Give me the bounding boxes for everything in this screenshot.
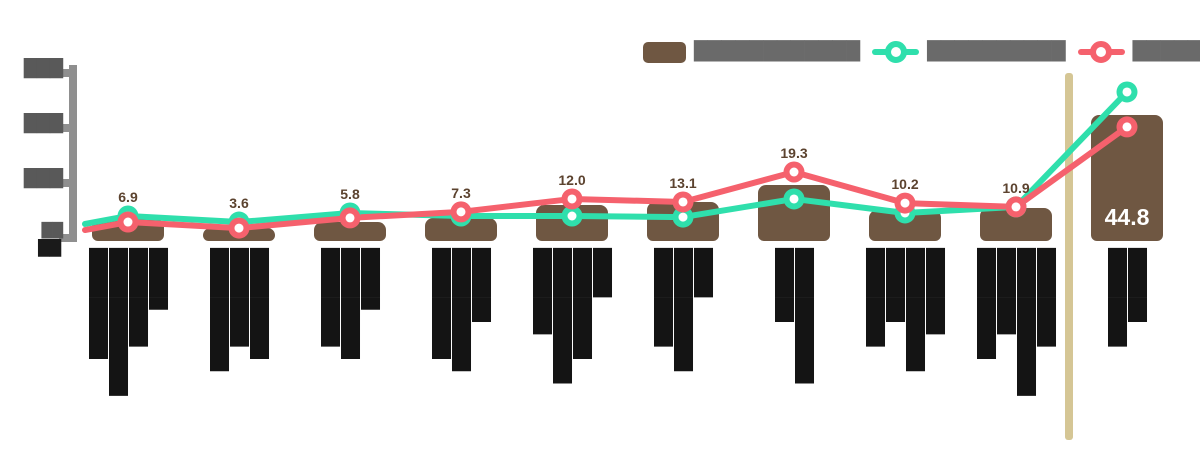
x-axis-label-line: █████████ xyxy=(341,248,360,359)
red-series-marker[interactable] xyxy=(228,217,250,239)
bar-series-swatch xyxy=(643,41,686,63)
y-axis-tick-label: ███ xyxy=(23,169,63,189)
y-axis-tick xyxy=(59,69,69,77)
y-axis-tick-label: ███ xyxy=(23,114,63,134)
green-series-marker[interactable] xyxy=(783,188,805,210)
legend-label-bars: ████████████ xyxy=(694,41,861,62)
x-axis-label-line: ████ xyxy=(694,248,713,298)
x-axis-category-label: ███████████████████████████████ xyxy=(512,248,632,383)
red-series-marker[interactable] xyxy=(561,188,583,210)
x-axis-label-line: ███████ xyxy=(926,248,945,335)
x-axis-label-line: ████████████ xyxy=(1017,248,1036,396)
x-axis-label-line: ██████████ xyxy=(906,248,925,372)
x-axis-label-line: ██████████ xyxy=(210,248,229,372)
x-axis-label-line: █████ xyxy=(361,248,380,310)
y-axis-tick-label: ███ xyxy=(23,59,63,79)
y-axis-line xyxy=(69,65,77,242)
x-axis-label-line: ████ xyxy=(593,248,612,298)
bar-value-label: 5.8 xyxy=(340,185,360,202)
axis-footnote-redacted: ██ xyxy=(38,239,62,257)
legend-item-green-line[interactable]: ██████████ xyxy=(872,41,1066,63)
x-axis-category-label: ██████████ ████████ █████████ xyxy=(179,248,299,371)
x-axis-category-label: ███████████████████████████████ xyxy=(845,248,965,371)
x-axis-label-line: ██████ xyxy=(1128,248,1147,322)
bar-value-label: 3.6 xyxy=(229,195,249,212)
x-axis-label-line: ████████ xyxy=(129,248,148,347)
x-axis-category-label: ██████████████████████ xyxy=(290,248,410,359)
x-axis-label-line: ████████████ xyxy=(109,248,128,396)
legend-item-red-line[interactable]: ██████████ xyxy=(1077,41,1200,63)
y-axis-tick xyxy=(59,124,69,132)
bar-value-label: 12.0 xyxy=(558,171,586,188)
bar-value-label: 6.9 xyxy=(118,189,138,205)
x-axis-category-label: █████████ ███████ ████████████ ████████ xyxy=(956,248,1076,396)
red-series-marker[interactable] xyxy=(1005,196,1027,218)
bar-value-label: 7.3 xyxy=(451,184,471,201)
green-series-marker[interactable] xyxy=(1116,81,1138,103)
highlighted-bar-value: 44.8 xyxy=(1104,203,1150,230)
x-axis-label-line: ███████ xyxy=(533,248,552,335)
x-axis-label-line: ████████ xyxy=(1037,248,1056,347)
x-axis-label-line: █████████ xyxy=(573,248,592,359)
bar-value-label: 10.2 xyxy=(891,176,919,193)
red-line-marker-swatch xyxy=(1077,41,1125,63)
x-axis-label-line: █████████ xyxy=(432,248,451,359)
red-series-marker[interactable] xyxy=(339,207,361,229)
x-axis-category-label: ██████ ███████████ xyxy=(734,248,854,383)
red-series-marker[interactable] xyxy=(783,161,805,183)
x-axis-label-line: ████████ xyxy=(866,248,885,347)
x-axis-label-line: ███████ xyxy=(997,248,1016,335)
red-series-marker[interactable] xyxy=(672,191,694,213)
legend-label-green: ██████████ xyxy=(927,41,1066,62)
red-series-marker[interactable] xyxy=(117,211,139,233)
x-axis-label-line: ████████ xyxy=(230,248,249,347)
bar-value-label: 19.3 xyxy=(780,145,808,161)
x-axis-label-line: ██████ xyxy=(886,248,905,322)
x-axis-label-line: ████████ xyxy=(654,248,673,347)
x-axis-label-line: ████████ xyxy=(1108,248,1127,347)
x-axis-label-line: ███████████ xyxy=(795,248,814,384)
red-series-marker[interactable] xyxy=(1116,116,1138,138)
x-axis-label-line: █████████ xyxy=(977,248,996,359)
bar[interactable] xyxy=(425,217,497,241)
y-axis-tick-label: ██ xyxy=(41,223,63,239)
x-axis-label-line: █████████ xyxy=(89,248,108,359)
highlight-divider-line xyxy=(1065,73,1073,440)
x-axis-label-line: ██████ xyxy=(775,248,794,322)
x-axis-category-label: █████████ ████████████ ████████ █████ xyxy=(68,248,188,396)
green-line-marker-swatch xyxy=(872,41,920,63)
x-axis-label-line: █████ xyxy=(149,248,168,310)
x-axis-label-line: ██████████ xyxy=(452,248,471,372)
bar[interactable] xyxy=(314,222,386,241)
x-axis-category-label: ██████████████████████ xyxy=(623,248,743,371)
green-series-marker[interactable] xyxy=(672,206,694,228)
legend-item-bars[interactable]: ████████████ xyxy=(643,41,861,63)
green-series-marker[interactable] xyxy=(561,205,583,227)
legend: ████████████ ██████████ ██████████ xyxy=(643,41,1200,63)
x-axis-category-label: █████████ ██████████ ██████ xyxy=(401,248,521,371)
x-axis-category-label: ████████ ██████ xyxy=(1067,248,1187,346)
x-axis-label-line: ███████████ xyxy=(553,248,572,384)
y-axis-tick xyxy=(59,179,69,187)
x-axis-label-line: ██████████ xyxy=(674,248,693,372)
x-axis-label-line: ██████ xyxy=(472,248,491,322)
x-axis-label-line: ████████ xyxy=(321,248,340,347)
bar-value-label: 10.9 xyxy=(1002,179,1030,196)
legend-label-red: ██████████ xyxy=(1132,41,1200,62)
x-axis-label-line: █████████ xyxy=(250,248,269,359)
red-series-marker[interactable] xyxy=(450,201,472,223)
red-series-marker[interactable] xyxy=(894,192,916,214)
bar-value-label: 13.1 xyxy=(669,174,697,191)
y-axis-tick xyxy=(59,234,69,242)
